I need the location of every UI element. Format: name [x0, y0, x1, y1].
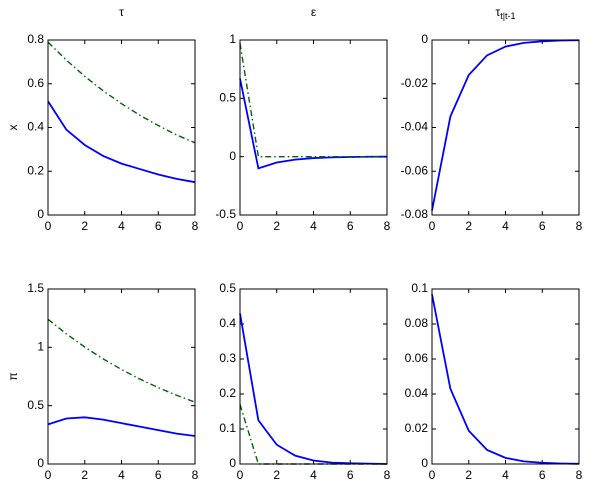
x-tick-label: 0 [429, 219, 436, 233]
title-subscript: t|t-1 [500, 11, 515, 21]
y-tick-label: 0 [229, 149, 236, 163]
x-tick-label: 8 [576, 468, 583, 482]
x-tick-label: 8 [576, 219, 583, 233]
x-tick-label: 2 [273, 219, 280, 233]
y-tick-label: 0.04 [405, 386, 429, 400]
y-tick-label: 0.1 [219, 421, 236, 435]
y-axis-label: π [6, 372, 20, 380]
axes-box [431, 288, 580, 465]
x-tick-label: 0 [237, 219, 244, 233]
y-tick-label: 1 [229, 32, 236, 46]
x-tick-label: 0 [429, 468, 436, 482]
series-line [431, 39, 580, 211]
x-tick-label: 4 [310, 219, 317, 233]
x-tick-label: 8 [192, 468, 199, 482]
x-tick-label: 8 [384, 219, 391, 233]
x-tick-label: 8 [192, 219, 199, 233]
x-tick-label: 2 [465, 468, 472, 482]
x-tick-label: 6 [347, 468, 354, 482]
x-tick-label: 4 [310, 468, 317, 482]
axes-box [239, 39, 388, 216]
y-tick-label: -0.02 [401, 76, 429, 90]
y-tick-label: 0.2 [27, 163, 44, 177]
chart-title: τt|t-1 [495, 5, 515, 21]
x-tick-label: 0 [237, 468, 244, 482]
x-tick-label: 2 [81, 468, 88, 482]
y-tick-label: -0.5 [215, 207, 236, 221]
series-line [47, 416, 196, 437]
y-tick-label: 0.3 [219, 351, 236, 365]
plot-area [240, 40, 387, 215]
title-main: ε [311, 5, 317, 19]
x-tick-label: 8 [384, 468, 391, 482]
y-tick-label: 0 [229, 456, 236, 470]
y-tick-label: 0.5 [219, 91, 236, 105]
plot-area [240, 289, 387, 464]
plot-area [48, 40, 195, 215]
y-tick-label: 1 [37, 340, 44, 354]
y-tick-label: 0.1 [411, 281, 428, 295]
x-tick-label: 4 [118, 219, 125, 233]
plot-area [432, 40, 579, 215]
axes-box [47, 288, 196, 465]
y-tick-label: 0 [421, 32, 428, 46]
x-tick-label: 6 [155, 219, 162, 233]
title-main: τ [495, 5, 500, 19]
y-tick-label: -0.06 [401, 163, 429, 177]
x-tick-label: 0 [45, 468, 52, 482]
chart-title: ε [311, 5, 317, 19]
y-tick-label: 0 [37, 207, 44, 221]
series-line [239, 43, 387, 158]
series-line [431, 294, 580, 465]
axes-box [47, 39, 196, 216]
x-tick-label: 2 [465, 219, 472, 233]
y-tick-label: 0.5 [27, 398, 44, 412]
y-axis-label: x [6, 125, 20, 131]
y-tick-label: 0.5 [219, 281, 236, 295]
y-tick-label: 0.4 [219, 316, 236, 330]
y-tick-label: -0.04 [401, 120, 429, 134]
x-tick-label: 4 [118, 468, 125, 482]
series-line [47, 318, 196, 403]
title-main: τ [119, 5, 124, 19]
x-tick-label: 4 [502, 219, 509, 233]
x-tick-label: 0 [45, 219, 52, 233]
y-tick-label: 0 [421, 456, 428, 470]
axes-box [239, 288, 388, 465]
y-tick-label: 0 [37, 456, 44, 470]
series-line [47, 100, 196, 184]
y-tick-label: 0.08 [405, 316, 429, 330]
x-tick-label: 4 [502, 468, 509, 482]
x-tick-label: 6 [539, 468, 546, 482]
x-tick-label: 6 [539, 219, 546, 233]
plot-area [48, 289, 195, 464]
series-line [47, 41, 196, 144]
chart-title: τ [119, 5, 124, 19]
y-tick-label: -0.08 [401, 207, 429, 221]
plot-area [432, 289, 579, 464]
y-tick-label: 0.2 [219, 386, 236, 400]
y-tick-label: 0.4 [27, 120, 44, 134]
y-tick-label: 1.5 [27, 281, 44, 295]
x-tick-label: 2 [81, 219, 88, 233]
y-tick-label: 0.8 [27, 32, 44, 46]
y-tick-label: 0.06 [405, 351, 429, 365]
x-tick-label: 6 [347, 219, 354, 233]
axes-box [431, 39, 580, 216]
x-tick-label: 6 [155, 468, 162, 482]
y-tick-label: 0.02 [405, 421, 429, 435]
x-tick-label: 2 [273, 468, 280, 482]
y-tick-label: 0.6 [27, 76, 44, 90]
